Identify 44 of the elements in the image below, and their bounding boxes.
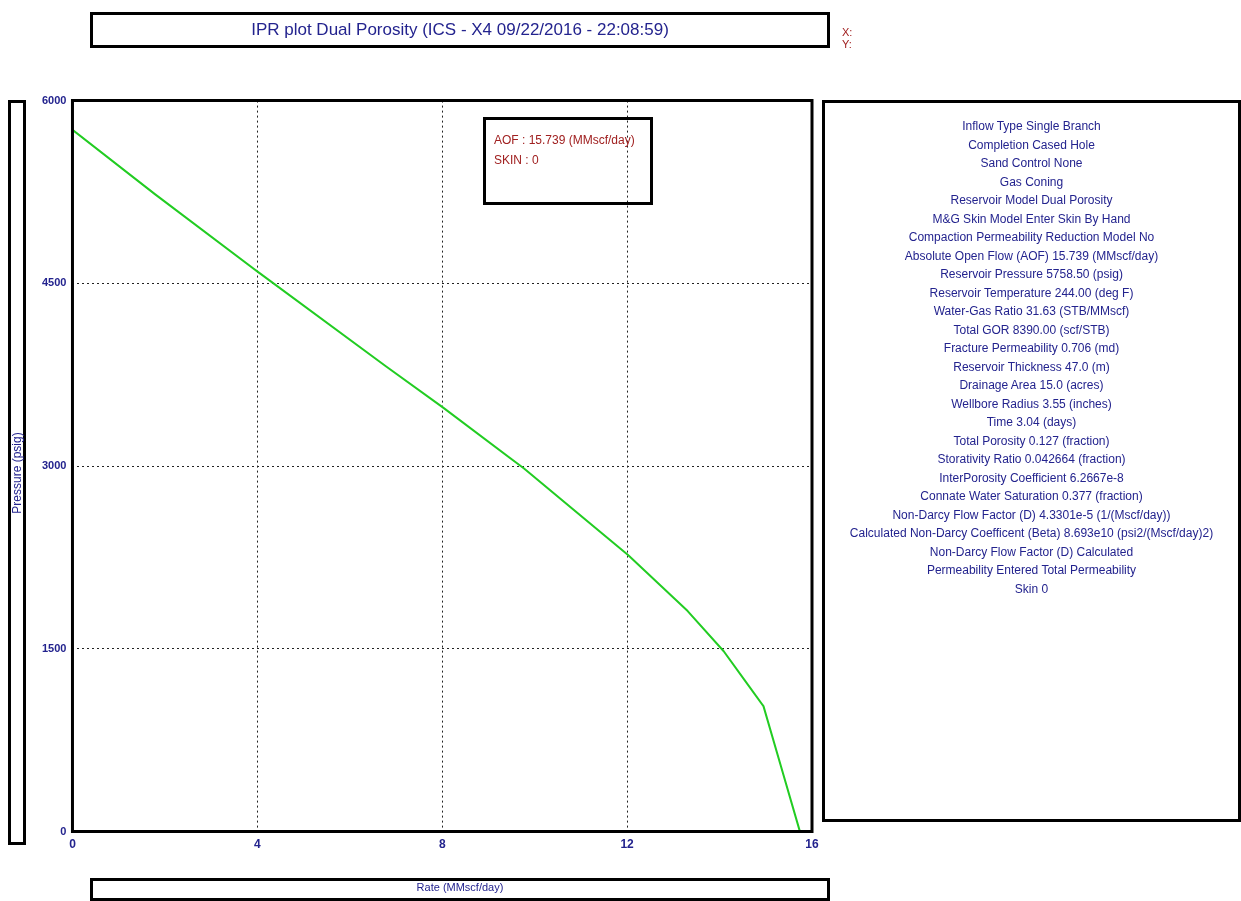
chart-title: IPR plot Dual Porosity (ICS - X4 09/22/2016 - 22:08:59) bbox=[90, 12, 830, 48]
text: Reservoir Model Dual Porosity bbox=[949, 192, 1114, 209]
text: Compaction Permeability Reduction Model No bbox=[907, 229, 1156, 246]
text: Total GOR 8390.00 (scf/STB) bbox=[952, 321, 1111, 339]
x-tick-label: 8 bbox=[438, 837, 446, 852]
note-box: AOF : 15.739 (MMscf/day) SKIN : 0 bbox=[483, 117, 653, 205]
text: Y: bbox=[842, 38, 853, 50]
text: Time 3.04 (days) bbox=[985, 414, 1078, 431]
text: Non-Darcy Flow Factor (D) 4.3301e-5 (1/(Mscf/day)) bbox=[891, 506, 1172, 524]
text: Reservoir Thickness 47.0 (m) bbox=[952, 358, 1111, 376]
text: Water-Gas Ratio 31.63 (STB/MMscf) bbox=[932, 303, 1131, 320]
x-axis-title: Rate (MMscf/day) bbox=[90, 878, 830, 901]
annotation: AOF : 15.739 (MMscf/day) bbox=[494, 132, 636, 149]
text: Absolute Open Flow (AOF) 15.739 (MMscf/day) bbox=[903, 247, 1160, 265]
text: Total Porosity 0.127 (fraction) bbox=[952, 432, 1111, 450]
y-axis-title: Pressure (psig) bbox=[10, 431, 25, 514]
text: InterPorosity Coefficient 6.2667e-8 bbox=[938, 469, 1125, 487]
y-tick-label: 1500 bbox=[41, 641, 67, 654]
text: Reservoir Pressure 5758.50 (psig) bbox=[939, 266, 1124, 283]
y-tick-label: 0 bbox=[60, 824, 67, 837]
text: Wellbore Radius 3.55 (inches) bbox=[950, 395, 1113, 413]
text: Calculated Non-Darcy Coefficent (Beta) 8.693e10 (psi2/(Mscf/day)2) bbox=[848, 525, 1215, 542]
x-tick-label: 4 bbox=[254, 837, 262, 852]
text: Sand Control None bbox=[979, 155, 1084, 172]
x-tick-label: 0 bbox=[69, 837, 77, 852]
text: Drainage Area 15.0 (acres) bbox=[958, 377, 1105, 394]
text: M&G Skin Model Enter Skin By Hand bbox=[931, 210, 1132, 228]
y-tick-label: 3000 bbox=[41, 459, 67, 472]
text: Skin 0 bbox=[1013, 580, 1050, 598]
y-tick-label: 6000 bbox=[41, 93, 67, 106]
text: Connate Water Saturation 0.377 (fraction) bbox=[919, 488, 1144, 505]
x-tick-label: 16 bbox=[805, 837, 819, 852]
text: X: bbox=[842, 26, 853, 38]
annotation: SKIN : 0 bbox=[494, 152, 540, 169]
text: Permeability Entered Total Permeability bbox=[925, 562, 1138, 579]
text: Storativity Ratio 0.042664 (fraction) bbox=[936, 451, 1127, 468]
text: Gas Coning bbox=[998, 173, 1065, 191]
text: Completion Cased Hole bbox=[967, 136, 1096, 154]
text: Fracture Permeability 0.706 (md) bbox=[942, 340, 1121, 357]
text: Reservoir Temperature 244.00 (deg F) bbox=[928, 284, 1135, 302]
text: Inflow Type Single Branch bbox=[961, 118, 1102, 135]
y-tick-label: 4500 bbox=[41, 276, 67, 289]
text: Non-Darcy Flow Factor (D) Calculated bbox=[928, 543, 1135, 561]
x-tick-label: 12 bbox=[620, 837, 635, 852]
